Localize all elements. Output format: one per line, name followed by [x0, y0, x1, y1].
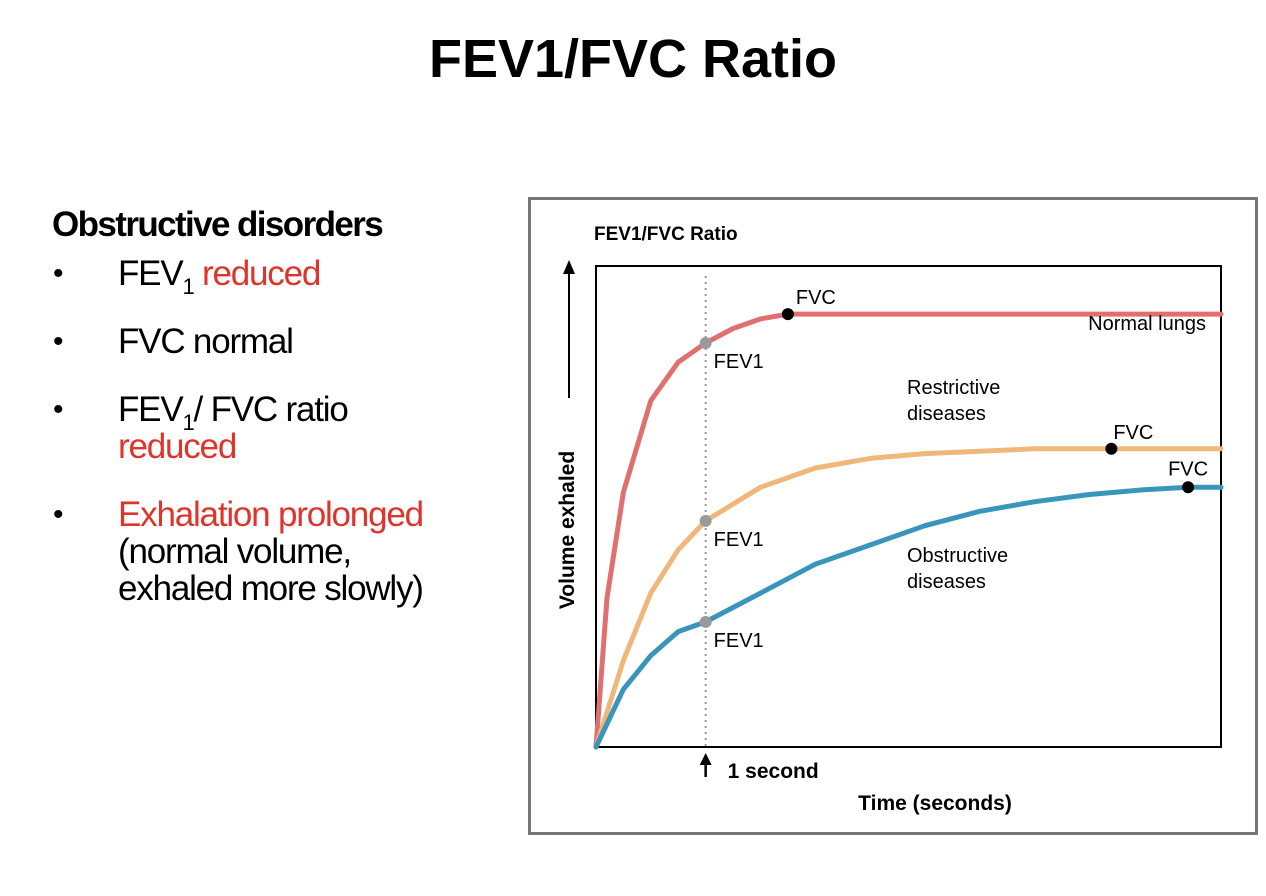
bullet-text: Exhalation prolonged — [118, 495, 424, 534]
bullet-item: • FEV1/ FVC ratio reduced — [52, 391, 492, 465]
fvc-point — [1182, 481, 1195, 494]
series-label: Restrictive — [907, 377, 1000, 399]
bullet-text: exhaled more slowly) — [118, 569, 424, 608]
bullet-text: FEV — [118, 254, 184, 293]
bullet-heading: Obstructive disorders — [52, 205, 384, 244]
bullet-text: (normal volume, — [118, 532, 352, 571]
plot-area — [595, 265, 1222, 748]
bullet-text: 1 — [182, 274, 194, 299]
bullet-text: 1 — [182, 410, 194, 435]
bullet-text: FVC normal — [118, 322, 294, 361]
fev1-point — [699, 336, 712, 349]
series-label: Obstructive — [907, 545, 1008, 567]
fvc-point — [781, 308, 794, 321]
fev1-label: FEV1 — [714, 529, 764, 551]
fev1-label: FEV1 — [714, 351, 764, 373]
y-axis-arrowhead-icon — [563, 260, 575, 274]
y-axis-label: Volume exhaled — [556, 451, 579, 609]
chart-title: FEV1/FVC Ratio — [594, 224, 738, 245]
fvc-point — [1105, 442, 1118, 455]
bullet-text: FEV — [118, 390, 184, 429]
one-second-label: 1 second — [728, 760, 819, 783]
series-line — [593, 446, 1224, 750]
bullet-dot-icon: • — [53, 393, 64, 426]
bullet-text: reduced — [193, 254, 321, 293]
series-label: diseases — [907, 571, 986, 593]
bullet-dot-icon: • — [53, 257, 64, 290]
fev1-label: FEV1 — [714, 630, 764, 652]
bullet-dot-icon: • — [53, 325, 64, 358]
series-line — [593, 311, 1224, 750]
bullet-item: • FEV1 reduced — [52, 254, 492, 298]
one-second-arrow-icon — [699, 753, 712, 765]
fvc-label: FVC — [1113, 422, 1153, 444]
bullet-text: reduced — [118, 427, 237, 466]
bullet-item: • Exhalation prolonged (normal volume, exha… — [52, 496, 492, 607]
x-axis-label: Time (seconds) — [858, 792, 1012, 815]
slide-title: FEV1/FVC Ratio — [428, 29, 838, 89]
series-line — [593, 484, 1224, 750]
bullet-list: Obstructive disorders • FEV1 reduced • FVC … — [52, 205, 492, 638]
fvc-label: FVC — [1168, 458, 1208, 480]
fev1-fvc-chart: FEV1/FVC Ratio Volume exhaled Time (second… — [556, 224, 1224, 815]
fvc-label: FVC — [796, 287, 836, 309]
bullet-text: / FVC ratio — [193, 390, 349, 429]
fev1-point — [699, 615, 712, 628]
series-label: diseases — [907, 403, 986, 425]
chart-frame: FEV1/FVC Ratio Volume exhaled Time (second… — [528, 197, 1258, 835]
bullet-dot-icon: • — [53, 498, 64, 531]
series-label: Normal lungs — [1088, 313, 1206, 335]
fev1-point — [699, 514, 712, 527]
bullet-item: • FVC normal — [52, 323, 492, 360]
